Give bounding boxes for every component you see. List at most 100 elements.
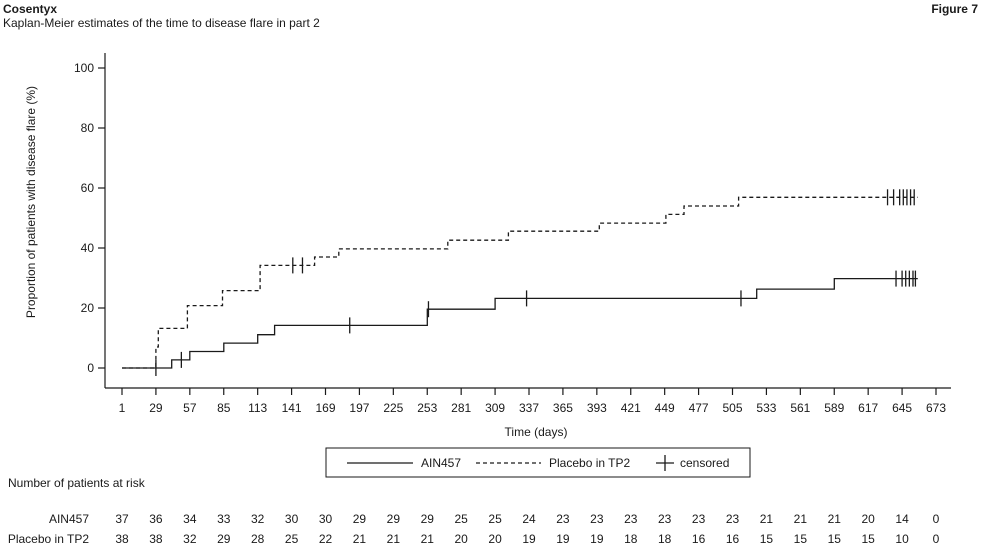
risk-count: 23 [726, 512, 740, 526]
x-tick-label: 309 [485, 401, 505, 415]
risk-count: 32 [251, 512, 265, 526]
risk-count: 21 [794, 512, 808, 526]
x-tick-label: 393 [587, 401, 607, 415]
legend-placebo-label: Placebo in TP2 [549, 456, 630, 470]
risk-table: AIN457 37 36 34 33 32 30 30 29 29 29 25 25 24 23 23 23 23… [8, 512, 940, 546]
legend: AIN457 Placebo in TP2 censored [325, 447, 751, 478]
risk-count: 21 [760, 512, 774, 526]
x-tick-label: 533 [756, 401, 776, 415]
risk-count: 25 [454, 512, 468, 526]
risk-count: 21 [387, 532, 401, 546]
risk-count: 29 [217, 532, 231, 546]
risk-count: 21 [353, 532, 367, 546]
risk-row-label: Placebo in TP2 [8, 532, 89, 546]
risk-count: 15 [861, 532, 875, 546]
risk-table-title: Number of patients at risk [8, 476, 146, 490]
risk-count: 21 [421, 532, 435, 546]
y-tick-label: 60 [81, 181, 95, 195]
risk-count: 0 [933, 512, 940, 526]
risk-count: 25 [488, 512, 502, 526]
plot-axes: 0 20 40 60 80 100 1 29 57 85 113 141 169 197 225 253 28… [74, 53, 951, 415]
x-tick-label: 477 [689, 401, 709, 415]
y-tick-label: 20 [81, 301, 95, 315]
legend-censored-label: censored [680, 456, 729, 470]
risk-count: 38 [149, 532, 163, 546]
risk-count: 29 [387, 512, 401, 526]
risk-count: 15 [828, 532, 842, 546]
series-layer [122, 189, 918, 376]
risk-count: 38 [115, 532, 129, 546]
x-axis-label: Time (days) [505, 425, 568, 439]
y-tick-label: 80 [81, 121, 95, 135]
x-tick-label: 57 [183, 401, 197, 415]
x-tick-label: 337 [519, 401, 539, 415]
risk-count: 20 [454, 532, 468, 546]
risk-count: 16 [692, 532, 706, 546]
x-tick-label: 365 [553, 401, 573, 415]
x-tick-label: 253 [417, 401, 437, 415]
risk-count: 18 [658, 532, 672, 546]
risk-count: 28 [251, 532, 265, 546]
risk-count: 19 [556, 532, 570, 546]
risk-count: 18 [624, 532, 638, 546]
risk-count: 30 [285, 512, 299, 526]
x-tick-label: 589 [824, 401, 844, 415]
y-ticks: 0 20 40 60 80 100 [74, 61, 105, 375]
x-tick-label: 197 [349, 401, 369, 415]
y-axis-label: Proportion of patients with disease flar… [24, 86, 38, 318]
risk-row-label: AIN457 [49, 512, 89, 526]
series-ain457-line [122, 277, 918, 369]
risk-count: 29 [421, 512, 435, 526]
risk-count: 0 [933, 532, 940, 546]
x-tick-label: 113 [248, 401, 267, 415]
risk-count: 34 [183, 512, 197, 526]
x-tick-label: 281 [451, 401, 471, 415]
x-tick-label: 645 [892, 401, 912, 415]
risk-count: 33 [217, 512, 231, 526]
risk-count: 16 [726, 532, 740, 546]
x-ticks: 1 29 57 85 113 141 169 197 225 253 281 309 337 365 393… [119, 388, 946, 415]
x-tick-label: 421 [621, 401, 641, 415]
x-tick-label: 225 [383, 401, 403, 415]
legend-ain457-label: AIN457 [421, 456, 461, 470]
x-tick-label: 449 [655, 401, 675, 415]
risk-count: 30 [319, 512, 333, 526]
risk-count: 10 [895, 532, 909, 546]
y-tick-label: 0 [87, 361, 94, 375]
risk-count: 23 [658, 512, 672, 526]
risk-count: 20 [861, 512, 875, 526]
x-tick-label: 85 [217, 401, 231, 415]
figure-label: Figure 7 [931, 2, 978, 16]
risk-count: 21 [828, 512, 842, 526]
risk-count: 15 [760, 532, 774, 546]
risk-count: 20 [488, 532, 502, 546]
risk-count: 19 [590, 532, 604, 546]
risk-count: 15 [794, 532, 808, 546]
x-tick-label: 673 [926, 401, 946, 415]
risk-count: 37 [115, 512, 129, 526]
risk-count: 32 [183, 532, 197, 546]
risk-count: 24 [522, 512, 536, 526]
x-tick-label: 169 [315, 401, 335, 415]
risk-count: 22 [319, 532, 333, 546]
y-tick-label: 100 [74, 61, 94, 75]
risk-count: 14 [895, 512, 909, 526]
brand-title: Cosentyx [3, 2, 57, 16]
x-tick-label: 1 [119, 401, 126, 415]
x-tick-label: 141 [282, 401, 302, 415]
risk-count: 23 [590, 512, 604, 526]
x-tick-label: 617 [858, 401, 878, 415]
risk-count: 36 [149, 512, 163, 526]
x-tick-label: 29 [149, 401, 163, 415]
risk-count: 23 [556, 512, 570, 526]
x-tick-label: 561 [790, 401, 810, 415]
risk-count: 19 [522, 532, 536, 546]
y-tick-label: 40 [81, 241, 95, 255]
risk-count: 23 [692, 512, 706, 526]
chart-subtitle: Kaplan-Meier estimates of the time to di… [3, 16, 320, 30]
risk-count: 25 [285, 532, 299, 546]
x-tick-label: 505 [722, 401, 742, 415]
risk-count: 29 [353, 512, 367, 526]
series-placebo-line [122, 196, 918, 369]
